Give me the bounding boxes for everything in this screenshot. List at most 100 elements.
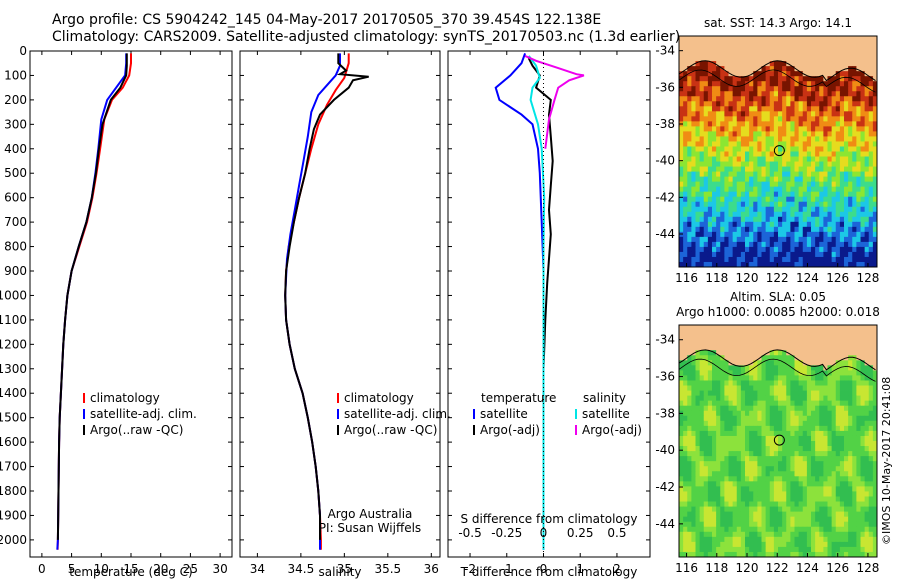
map-cell (773, 325, 779, 331)
map-cell (864, 136, 870, 142)
map-cell (790, 420, 795, 427)
map-cell (736, 446, 742, 452)
map-cell (683, 491, 688, 497)
map-cell (728, 400, 734, 407)
map-cell (749, 486, 754, 492)
map-cell (695, 425, 701, 432)
map-cell (761, 61, 767, 67)
map-cell (736, 261, 742, 268)
map-y-tick-label: -34 (655, 333, 675, 347)
map-cell (819, 201, 824, 208)
map-cell (778, 86, 783, 92)
map-cell (720, 365, 725, 371)
map-cell (798, 506, 804, 513)
map-cell (819, 441, 824, 447)
map-cell (864, 546, 870, 553)
map-cell (848, 536, 853, 543)
map-cell (831, 126, 837, 132)
map-cell (753, 71, 758, 77)
map-cell (745, 360, 750, 366)
map-cell (860, 231, 866, 238)
map-cell (835, 531, 841, 538)
map-cell (728, 471, 734, 477)
map-cell (786, 36, 791, 42)
map-cell (745, 86, 750, 92)
map-cell (732, 251, 738, 258)
map-cell (831, 71, 837, 77)
map-cell (687, 76, 692, 82)
map-cell (786, 191, 791, 198)
map-cell (683, 471, 688, 477)
map-cell (848, 405, 853, 412)
map-cell (819, 526, 824, 533)
map-cell (761, 420, 767, 427)
map-cell (778, 116, 783, 122)
map-x-tick-label: 122 (766, 271, 789, 285)
map-cell (695, 101, 701, 107)
y-tick-label: 1100 (0, 313, 27, 327)
map-cell (703, 96, 709, 102)
map-cell (852, 216, 857, 223)
map-cell (790, 151, 795, 157)
map-cell (778, 390, 783, 397)
map-cell (852, 261, 857, 268)
map-cell (724, 491, 729, 497)
map-cell (679, 206, 684, 213)
map-cell (872, 536, 878, 543)
map-cell (852, 211, 857, 218)
map-cell (852, 96, 857, 102)
map-cell (712, 501, 717, 507)
map-cell (773, 446, 779, 452)
map-cell (740, 461, 746, 467)
map-cell (806, 365, 812, 371)
map-cell (782, 151, 787, 157)
map-cell (798, 360, 804, 366)
map-cell (835, 451, 841, 457)
map-cell (860, 486, 866, 492)
map-cell (687, 131, 692, 137)
map-cell (687, 385, 692, 391)
map-cell (695, 516, 701, 523)
map-cell (856, 420, 861, 427)
map-cell (683, 51, 688, 57)
map-cell (844, 246, 849, 253)
map-cell (716, 410, 721, 417)
map-cell (736, 410, 742, 417)
map-cell (802, 36, 808, 42)
map-group-0 (679, 36, 878, 268)
map-cell (827, 166, 833, 172)
map-cell (732, 111, 738, 117)
map-cell (815, 166, 820, 172)
map-cell (683, 350, 688, 356)
map-cell (806, 511, 812, 518)
map-cell (761, 466, 767, 472)
map-cell (823, 380, 828, 386)
series-line-2-3 (524, 54, 585, 149)
map-cell (823, 461, 828, 467)
map-cell (687, 36, 692, 42)
map-cell (683, 390, 688, 397)
map-cell (802, 131, 808, 137)
map-cell (827, 181, 833, 188)
map-cell (679, 385, 684, 391)
map-cell (736, 176, 742, 183)
map-cell (732, 206, 738, 213)
map-cell (802, 171, 808, 178)
map-cell (728, 536, 734, 543)
map-cell (736, 216, 742, 223)
map-cell (691, 390, 696, 397)
map-cell (757, 166, 762, 172)
map-cell (724, 486, 729, 492)
map-cell (815, 420, 820, 427)
map-cell (798, 380, 804, 386)
map-cell (839, 246, 845, 253)
map-cell (765, 76, 771, 82)
map-cell (773, 415, 779, 422)
map-cell (802, 236, 808, 243)
map-cell (835, 101, 841, 107)
map-cell (703, 486, 709, 492)
map-cell (703, 66, 709, 72)
map-cell (798, 191, 804, 198)
map-cell (687, 441, 692, 447)
map-cell (724, 86, 729, 92)
